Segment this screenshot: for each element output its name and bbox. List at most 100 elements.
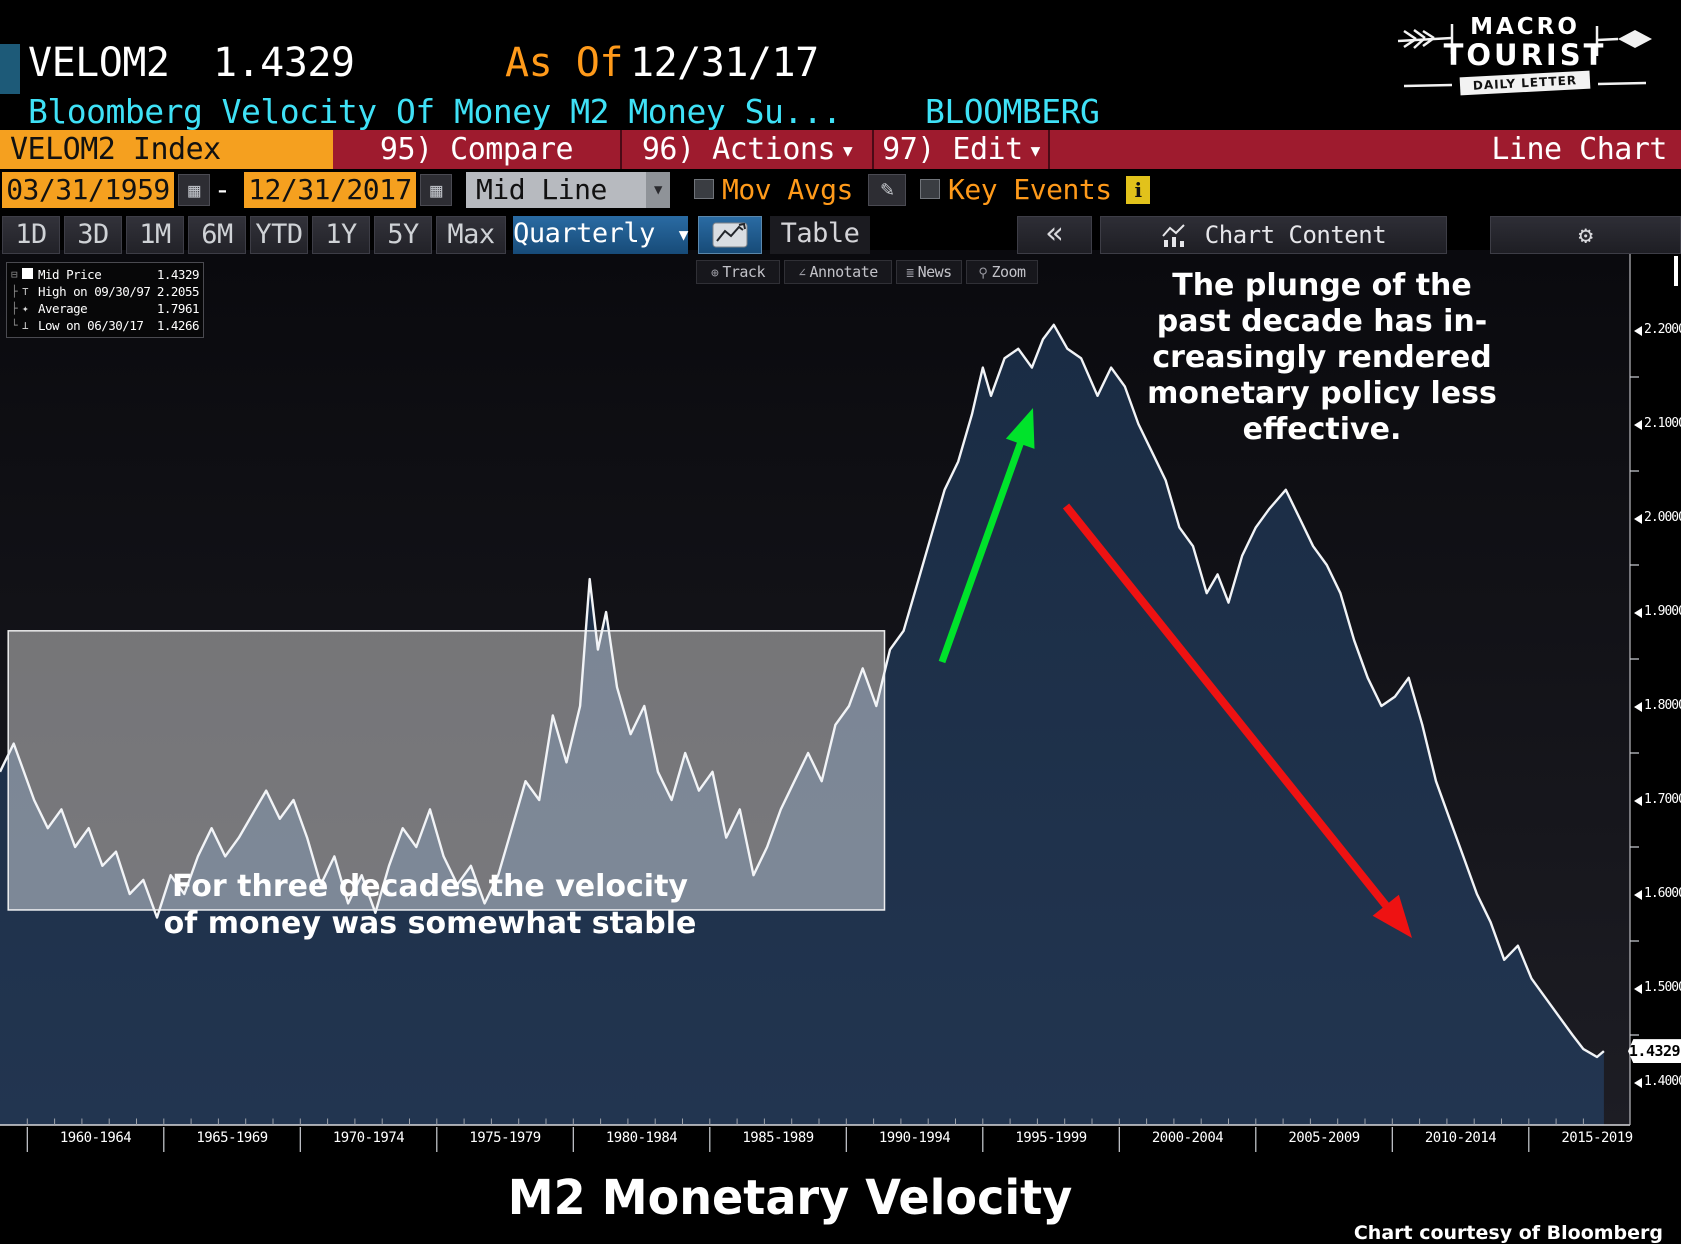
scrollbar-sliver[interactable]	[1674, 256, 1678, 286]
y-axis-tick-label: 1.4000	[1634, 1074, 1681, 1090]
logo-title-top: MACRO	[1470, 14, 1580, 40]
legend-value: 1.7961	[156, 301, 200, 316]
y-axis-tick-label: 1.9000	[1634, 604, 1681, 620]
logo-title-bottom: TOURIST	[1443, 38, 1607, 72]
y-axis-tick-label: 2.0000	[1634, 510, 1681, 526]
frequency-dropdown[interactable]: Quarterly ▼	[513, 216, 688, 254]
annotate-tool-button[interactable]: ∠ Annotate	[784, 260, 892, 284]
legend-marker-icon: ✦	[22, 302, 29, 315]
price-field-select[interactable]: Mid Line	[466, 172, 646, 208]
news-label: News	[917, 263, 953, 281]
compare-button[interactable]: 95) Compare	[333, 130, 620, 169]
line-chart-mode-button[interactable]	[698, 216, 762, 254]
ticker-symbol: VELOM2	[28, 40, 170, 86]
x-axis-band-label: 1985-1989	[742, 1130, 814, 1146]
news-tool-button[interactable]: ≣ News	[896, 260, 962, 284]
chevron-down-icon[interactable]: ▼	[646, 172, 670, 208]
x-axis-band-label: 1995-1999	[1015, 1130, 1087, 1146]
actions-button[interactable]: 96) Actions ▼	[620, 130, 872, 169]
legend-label: Mid Price	[38, 267, 102, 282]
tab-period-1m[interactable]: 1M	[126, 216, 184, 254]
y-axis-tick-label: 1.7000	[1634, 792, 1681, 808]
key-events-checkbox[interactable]	[920, 179, 940, 199]
chevron-down-icon: ▼	[678, 225, 689, 244]
annotate-label: Annotate	[809, 263, 879, 281]
security-chip[interactable]: VELOM2 Index	[0, 130, 333, 169]
line-chart-icon	[712, 222, 748, 248]
legend-tree-glyph: └	[11, 319, 18, 332]
frequency-label: Quarterly	[513, 218, 655, 249]
macro-tourist-logo: MACRO TOURIST DAILY LETTER	[1390, 4, 1660, 104]
track-label: Track	[722, 263, 765, 281]
as-of-date: 12/31/17	[630, 40, 819, 86]
edit-button[interactable]: 97) Edit ▼	[872, 130, 1050, 169]
legend-row[interactable]: ├ ✦ Average 1.7961	[11, 300, 200, 317]
collapse-panel-button[interactable]: «	[1017, 216, 1092, 254]
legend-marker-icon: ⊤	[22, 285, 29, 298]
cursor-block	[0, 44, 20, 94]
tab-period-3d[interactable]: 3D	[64, 216, 122, 254]
zoom-tool-button[interactable]: ⚲ Zoom	[966, 260, 1038, 284]
legend-tree-glyph: ├	[11, 302, 18, 315]
legend-value: 2.2055	[156, 284, 200, 299]
chevron-down-icon: ▼	[1030, 141, 1041, 160]
as-of-label: As Of	[505, 40, 623, 86]
annotate-icon: ∠	[798, 266, 806, 281]
tab-period-1y[interactable]: 1Y	[312, 216, 370, 254]
view-mode-label: Line Chart	[1491, 132, 1667, 167]
tab-period-5y[interactable]: 5Y	[374, 216, 432, 254]
security-description-bar: Bloomberg Velocity Of Money M2 Money Su.…	[0, 92, 1681, 131]
menu-bar: VELOM2 Index 95) Compare 96) Actions ▼ 97…	[0, 130, 1681, 169]
legend-row[interactable]: ├ ⊤ High on 09/30/97 2.2055	[11, 283, 200, 300]
legend-value: 1.4266	[156, 318, 200, 333]
legend-label: Average	[38, 301, 88, 316]
x-axis-band-label: 2005-2009	[1288, 1130, 1360, 1146]
red-down-arrow-head	[1372, 894, 1412, 938]
date-range-dash: -	[214, 173, 231, 206]
y-axis-tick-label: 1.5000	[1634, 980, 1681, 996]
date-to-input[interactable]: 12/31/2017	[244, 172, 416, 208]
tab-period-1d[interactable]: 1D	[2, 216, 60, 254]
legend-row[interactable]: ⊟ Mid Price 1.4329	[11, 266, 200, 283]
mov-avgs-checkbox[interactable]	[694, 179, 714, 199]
gear-icon[interactable]: ⚙	[1490, 216, 1681, 254]
info-icon[interactable]: i	[1126, 176, 1150, 204]
chart-content-button[interactable]: Chart Content	[1100, 216, 1447, 254]
zoom-label: Zoom	[991, 263, 1026, 281]
calendar-icon[interactable]: ▦	[178, 174, 210, 206]
legend-row[interactable]: └ ⊥ Low on 06/30/17 1.4266	[11, 317, 200, 334]
tab-period-max[interactable]: Max	[436, 216, 506, 254]
annotation-plunge-text: The plunge of the past decade has in- cr…	[1147, 268, 1497, 447]
legend-value: 1.4329	[156, 267, 200, 282]
mov-avgs-label: Mov Avgs	[722, 173, 853, 206]
red-down-arrow	[1062, 503, 1395, 915]
tab-period-ytd[interactable]: YTD	[250, 216, 308, 254]
y-axis-tick-label: 1.6000	[1634, 886, 1681, 902]
period-tabs-bar: 1D 3D 1M 6M YTD 1Y 5Y Max Quarterly ▼ Table « C…	[0, 216, 1681, 258]
date-from-input[interactable]: 03/31/1959	[2, 172, 174, 208]
chart-tools-strip: ⊕ Track ∠ Annotate ≣ News ⚲ Zoom	[0, 260, 1681, 286]
tab-period-6m[interactable]: 6M	[188, 216, 246, 254]
track-tool-button[interactable]: ⊕ Track	[696, 260, 780, 284]
x-axis-band-label: 2015-2019	[1561, 1130, 1633, 1146]
legend-label: High on 09/30/97	[38, 284, 151, 299]
logo-arrow-icon	[1397, 24, 1652, 88]
chart-legend[interactable]: ⊟ Mid Price 1.4329 ├ ⊤ High on 09/30/97 2.2055…	[6, 262, 204, 338]
y-axis-tick-label: 2.1000	[1634, 416, 1681, 432]
edit-label: 97) Edit	[882, 132, 1023, 167]
zoom-icon: ⚲	[978, 266, 988, 281]
source-label: BLOOMBERG	[925, 92, 1100, 131]
x-axis-band-label: 1960-1964	[59, 1130, 132, 1146]
pencil-icon[interactable]: ✎	[868, 174, 906, 206]
x-axis-band-label: 1970-1974	[332, 1130, 405, 1146]
tab-table[interactable]: Table	[770, 216, 870, 254]
annotation-stable-text: For three decades the velocity of money …	[163, 869, 697, 941]
y-axis-tick-label: 1.8000	[1634, 698, 1681, 714]
last-price: 1.4329	[213, 40, 355, 86]
security-description: Bloomberg Velocity Of Money M2 Money Su.…	[28, 92, 842, 131]
calendar-icon[interactable]: ▦	[420, 174, 452, 206]
legend-tree-glyph: ├	[11, 285, 18, 298]
controls-bar: 03/31/1959 ▦ - 12/31/2017 ▦ Mid Line ▼ M…	[0, 170, 1681, 214]
